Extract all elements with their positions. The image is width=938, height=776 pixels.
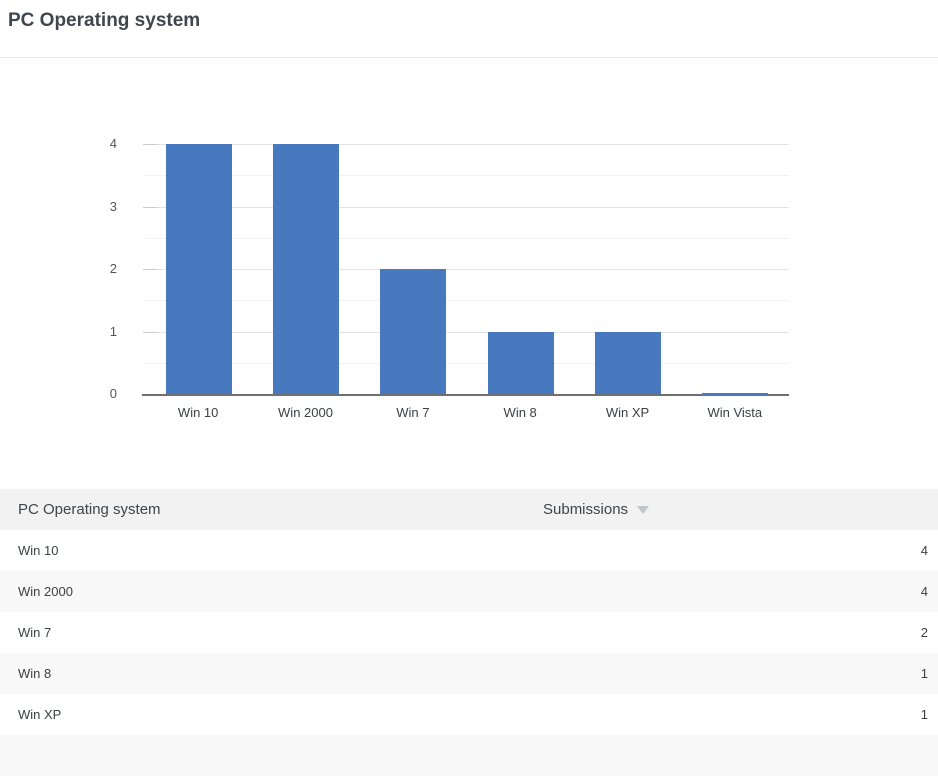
y-axis-tick-1 [143,331,157,333]
y-tick-label-0: 0 [109,386,117,401]
bar-win-10 [165,144,232,394]
gridline-major-1 [145,331,789,333]
cell-os-label: Win 8 [18,666,52,681]
table-header-row: PC Operating system Submissions [0,489,938,530]
y-tick-label-2: 2 [109,261,117,276]
y-axis-tick-3 [143,206,157,208]
x-category-label-win-10: Win 10 [177,405,219,420]
gridline-minor-3.5 [145,175,789,177]
x-category-label-win-xp: Win XP [605,405,650,420]
bar-win-7 [380,269,447,394]
cell-submissions-value: 1 [920,707,928,722]
gridline-minor-2.5 [145,237,789,239]
x-category-label-win-vista: Win Vista [707,405,763,420]
results-table: PC Operating system Submissions Win 10 4 W… [0,489,938,776]
bar-win-8 [487,331,554,394]
gridline-major-3 [145,206,789,208]
table-row-partial [0,735,938,776]
column-header-os: PC Operating system [18,501,161,518]
gridline-major-4 [145,144,789,145]
table-row-win-7: Win 7 2 [0,612,938,653]
table-row-win-xp: Win XP 1 [0,694,938,735]
title-divider [0,57,938,58]
bar-win-vista [702,393,769,396]
gridline-minor-0.5 [145,362,789,364]
sort-descending-icon [637,505,650,514]
column-header-submissions[interactable]: Submissions [543,489,650,530]
table-row-win-8: Win 8 1 [0,653,938,694]
x-category-label-win-7: Win 7 [396,405,430,420]
submissions-bar-chart: 0 1 2 3 4 Win 10 Win 2000 Win 7 Win 8 Win XP Win … [109,136,789,420]
gridline-minor-1.5 [145,300,789,302]
cell-submissions-value: 2 [920,625,928,640]
y-tick-label-1: 1 [109,323,117,339]
y-axis-tick-2 [143,269,157,270]
cell-os-label: Win 7 [18,625,52,640]
cell-submissions-value: 4 [920,584,928,599]
table-body: Win 10 4 Win 2000 4 Win 7 2 Win 8 1 Win XP 1 [0,530,938,735]
cell-os-label: Win 2000 [18,584,73,599]
bar-win-xp [595,331,661,394]
y-tick-label-3: 3 [109,198,117,214]
y-tick-label-4: 4 [109,136,117,151]
gridline-major-2 [145,269,789,270]
page-title: PC Operating system [8,10,201,31]
bar-win-2000 [273,144,339,394]
cell-os-label: Win 10 [18,543,59,558]
x-category-label-win-2000: Win 2000 [278,405,333,420]
x-axis-baseline [142,394,789,396]
chart-plot-area [142,144,789,396]
y-axis-tick-4 [143,144,157,145]
cell-os-label: Win XP [18,707,62,722]
x-category-label-win-8: Win 8 [503,405,537,420]
column-header-submissions-label: Submissions [543,501,629,518]
cell-submissions-value: 1 [920,666,928,681]
table-row-win-2000: Win 2000 4 [0,571,938,612]
cell-submissions-value: 4 [920,543,928,558]
table-row-win-10: Win 10 4 [0,530,938,571]
